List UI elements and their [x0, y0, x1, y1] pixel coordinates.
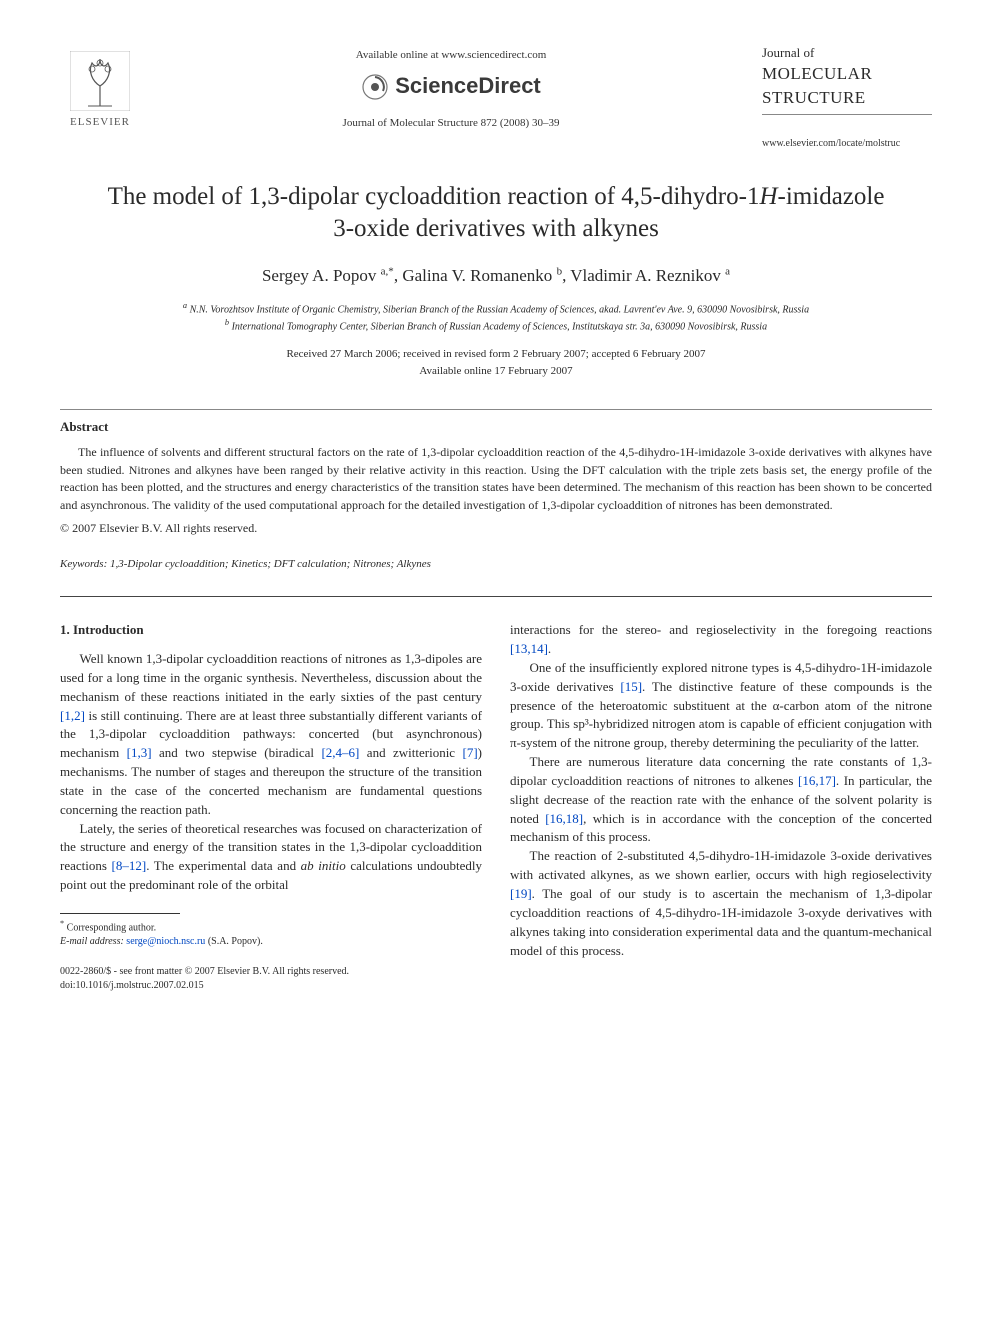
authors-line: Sergey A. Popov a,*, Galina V. Romanenko… [60, 264, 932, 288]
intro-p2: Lately, the series of theoretical resear… [60, 820, 482, 895]
ab-initio-term: ab initio [301, 858, 346, 873]
left-column: 1. Introduction Well known 1,3-dipolar c… [60, 621, 482, 993]
journal-name-prefix: Journal of [762, 44, 932, 62]
abstract-text: The influence of solvents and different … [60, 444, 932, 514]
abstract-section: Abstract The influence of solvents and d… [60, 418, 932, 537]
elsevier-tree-icon [70, 51, 130, 111]
sciencedirect-text: ScienceDirect [395, 71, 541, 102]
right-column: interactions for the stereo- and regiose… [510, 621, 932, 993]
cite-1-2[interactable]: [1,2] [60, 708, 85, 723]
cite-19[interactable]: [19] [510, 886, 532, 901]
journal-underline [762, 114, 932, 115]
affiliation-a: a N.N. Vorozhtsov Institute of Organic C… [60, 300, 932, 317]
keywords-line: Keywords: 1,3-Dipolar cycloaddition; Kin… [60, 557, 932, 572]
cite-15[interactable]: [15] [620, 679, 642, 694]
front-matter-line: 0022-2860/$ - see front matter © 2007 El… [60, 965, 482, 979]
affiliation-b: b International Tomography Center, Siber… [60, 317, 932, 334]
sciencedirect-swirl-icon [361, 73, 389, 101]
page-footer: 0022-2860/$ - see front matter © 2007 El… [60, 965, 482, 993]
received-dates: Received 27 March 2006; received in revi… [60, 346, 932, 363]
cite-2-4-6[interactable]: [2,4–6] [321, 745, 359, 760]
available-online-text: Available online at www.sciencedirect.co… [140, 48, 762, 63]
cite-13-14[interactable]: [13,14] [510, 641, 548, 656]
intro-p5: The reaction of 2-substituted 4,5-dihydr… [510, 847, 932, 960]
cite-1-3[interactable]: [1,3] [127, 745, 152, 760]
center-header-block: Available online at www.sciencedirect.co… [140, 40, 762, 132]
sciencedirect-logo: ScienceDirect [361, 71, 541, 102]
journal-reference: Journal of Molecular Structure 872 (2008… [140, 116, 762, 131]
intro-p4: There are numerous literature data conce… [510, 753, 932, 847]
journal-name-main: MOLECULAR STRUCTURE [762, 62, 932, 110]
available-date: Available online 17 February 2007 [60, 363, 932, 380]
email-owner: (S.A. Popov). [208, 936, 263, 947]
publisher-logo: ELSEVIER [60, 40, 140, 130]
corresponding-author-label: Corresponding author. [67, 922, 156, 933]
abstract-copyright: © 2007 Elsevier B.V. All rights reserved… [60, 520, 932, 537]
email-label: E-mail address: [60, 936, 124, 947]
page-header: ELSEVIER Available online at www.science… [60, 40, 932, 151]
body-columns: 1. Introduction Well known 1,3-dipolar c… [60, 621, 932, 993]
abstract-top-rule [60, 409, 932, 410]
cite-16-17[interactable]: [16,17] [798, 773, 836, 788]
section-1-heading: 1. Introduction [60, 621, 482, 640]
cite-8-12[interactable]: [8–12] [112, 858, 147, 873]
abstract-heading: Abstract [60, 418, 932, 436]
intro-p3: One of the insufficiently explored nitro… [510, 659, 932, 753]
dates-block: Received 27 March 2006; received in revi… [60, 346, 932, 379]
corresponding-author-footnote: * Corresponding author. E-mail address: … [60, 918, 482, 949]
email-link[interactable]: serge@nioch.nsc.ru [126, 936, 205, 947]
journal-url: www.elsevier.com/locate/molstruc [762, 137, 932, 151]
keywords-bottom-rule [60, 596, 932, 597]
doi-line: doi:10.1016/j.molstruc.2007.02.015 [60, 979, 482, 993]
cite-16-18[interactable]: [16,18] [545, 811, 583, 826]
article-title: The model of 1,3-dipolar cycloaddition r… [100, 181, 892, 246]
publisher-name: ELSEVIER [70, 115, 130, 130]
intro-p1: Well known 1,3-dipolar cycloaddition rea… [60, 650, 482, 820]
keywords-label: Keywords: [60, 558, 107, 570]
affiliations-block: a N.N. Vorozhtsov Institute of Organic C… [60, 300, 932, 335]
journal-branding: Journal of MOLECULAR STRUCTURE www.elsev… [762, 40, 932, 151]
footnote-rule [60, 913, 180, 914]
intro-p1-cont: interactions for the stereo- and regiose… [510, 621, 932, 659]
cite-7[interactable]: [7] [463, 745, 478, 760]
keywords-list: 1,3-Dipolar cycloaddition; Kinetics; DFT… [110, 558, 431, 570]
